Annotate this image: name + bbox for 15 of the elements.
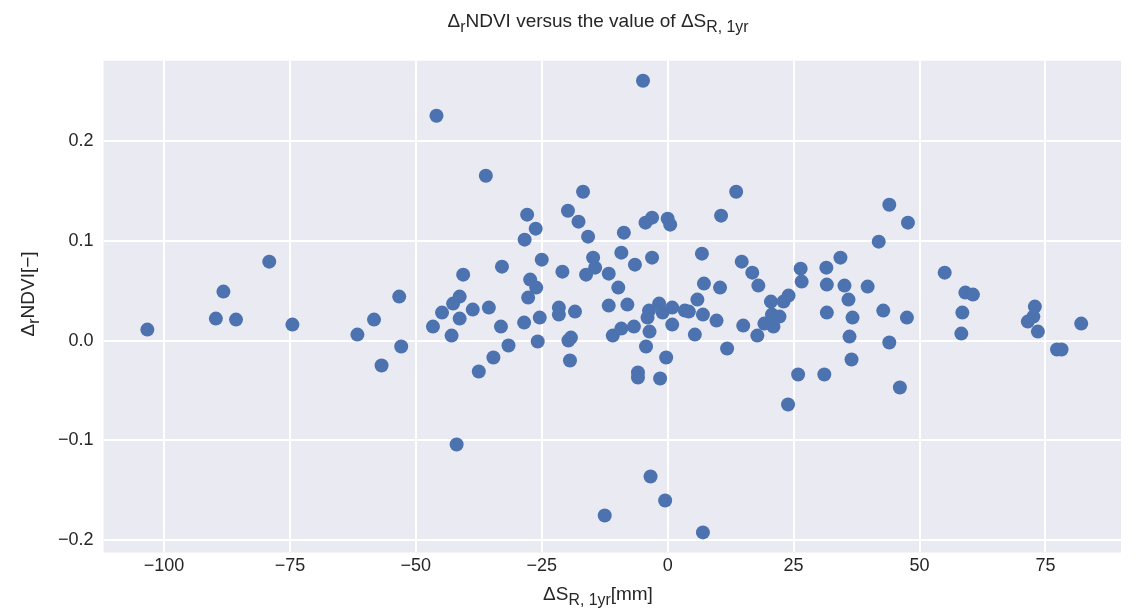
x-tick-label: −50	[400, 555, 432, 576]
y-tick-label: −0.2	[57, 529, 94, 550]
y-tick-label: 0.2	[68, 129, 94, 150]
x-tick-label: 75	[1035, 555, 1056, 576]
y-tick-label: −0.1	[57, 429, 94, 450]
x-tick-label: −75	[274, 555, 306, 576]
x-tick-label: −100	[143, 555, 185, 576]
x-axis-title: ΔS$_{R, 1yr}$[mm]	[542, 583, 654, 609]
y-tick-label: 0.0	[68, 329, 94, 350]
x-tick-label: 50	[909, 555, 930, 576]
x-tick-label: 25	[783, 555, 804, 576]
chart-title: Δ$_{r}$NDVI versus the value of ΔS$_{R, 1yr}$	[446, 10, 750, 36]
x-tick-label: 0	[662, 555, 673, 576]
x-tick-label: −25	[526, 555, 558, 576]
y-tick-label: 0.1	[68, 229, 94, 250]
